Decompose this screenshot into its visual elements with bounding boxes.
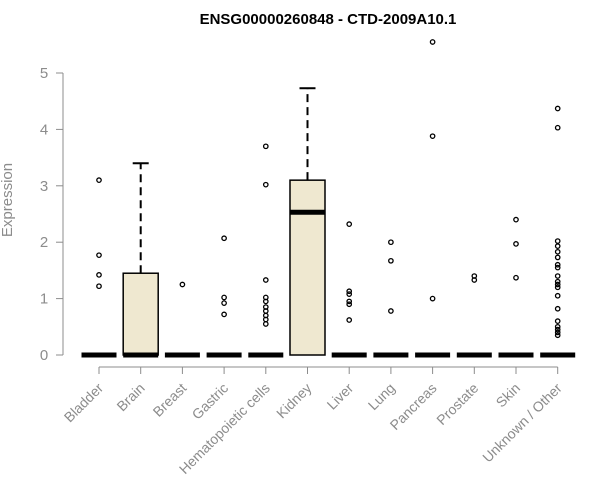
box-unknown-other (540, 105, 576, 358)
outlier-point (346, 291, 353, 297)
y-tick-label: 2 (40, 234, 48, 251)
outlier-point (554, 243, 561, 249)
outlier-point (554, 332, 561, 339)
outlier-point (346, 301, 353, 308)
outlier-point (346, 298, 353, 305)
outlier-point (554, 261, 561, 268)
box-iqr (122, 272, 159, 356)
y-tick-label: 1 (40, 291, 48, 308)
box-prostate (456, 273, 492, 358)
outlier-point (554, 329, 561, 336)
outlier-point (554, 318, 561, 325)
x-tick-label: Skin (493, 380, 524, 411)
x-tick-label: Bladder (61, 380, 107, 426)
outlier-point (221, 311, 227, 318)
outlier-point (221, 300, 227, 306)
y-tick-label: 3 (40, 178, 48, 195)
y-tick-label: 4 (40, 121, 48, 138)
outlier-point (388, 239, 394, 246)
y-axis-label: Expression (0, 163, 16, 237)
box-iqr (289, 179, 326, 356)
x-tick-label: Brain (113, 380, 147, 414)
box-kidney (289, 87, 326, 356)
chart-title: ENSG00000260848 - CTD-2009A10.1 (200, 11, 457, 28)
box-hematopoietic-cells (248, 143, 284, 358)
box-gastric (206, 235, 242, 358)
outlier-point (262, 181, 269, 188)
outlier-point (554, 284, 561, 291)
outlier-point (96, 252, 102, 259)
outlier-point (554, 292, 561, 299)
box-brain (122, 162, 159, 358)
outlier-point (471, 277, 478, 283)
box-lung (373, 239, 409, 358)
outlier-point (429, 39, 436, 45)
outlier-point (554, 238, 561, 244)
outlier-point (554, 264, 561, 271)
outlier-point (429, 133, 436, 140)
outlier-point (554, 305, 561, 312)
x-tick-label: Prostate (433, 380, 481, 428)
x-tick-label: Kidney (273, 380, 315, 422)
outlier-point (554, 273, 561, 279)
outlier-point (96, 283, 102, 290)
outlier-point (96, 272, 102, 278)
outlier-point (513, 216, 519, 223)
box-breast (164, 281, 200, 358)
box-series (81, 39, 576, 358)
outlier-point (554, 326, 561, 333)
outlier-point (262, 143, 269, 150)
y-tick-label: 0 (40, 347, 48, 364)
outlier-point (554, 278, 561, 285)
x-tick-label: Unknown / Other (479, 380, 565, 466)
box-bladder (81, 177, 117, 358)
x-tick-label: Liver (324, 380, 357, 413)
box-pancreas (415, 39, 451, 358)
outlier-point (513, 241, 519, 247)
x-tick-label: Breast (150, 380, 190, 420)
x-tick-label: Lung (365, 380, 398, 413)
outlier-point (554, 254, 561, 261)
outlier-point (554, 124, 561, 131)
outlier-point (388, 257, 394, 264)
outlier-point (513, 274, 519, 281)
outlier-point (346, 221, 353, 228)
box-skin (498, 216, 534, 358)
outlier-point (554, 281, 561, 288)
outlier-point (96, 177, 102, 184)
y-tick-label: 5 (40, 65, 48, 82)
outlier-point (554, 105, 561, 112)
outlier-point (262, 298, 269, 305)
outlier-point (388, 308, 394, 314)
outlier-point (429, 295, 436, 302)
y-axis: 0 1 2 3 4 5 (40, 65, 64, 364)
outlier-point (346, 288, 353, 295)
outlier-point (346, 317, 353, 323)
outlier-point (262, 321, 269, 327)
outlier-point (221, 294, 227, 301)
outlier-point (179, 281, 186, 288)
outlier-point (262, 277, 269, 283)
outlier-point (221, 235, 227, 242)
outlier-point (554, 248, 561, 255)
outlier-point (554, 323, 561, 330)
box-liver (331, 221, 367, 358)
